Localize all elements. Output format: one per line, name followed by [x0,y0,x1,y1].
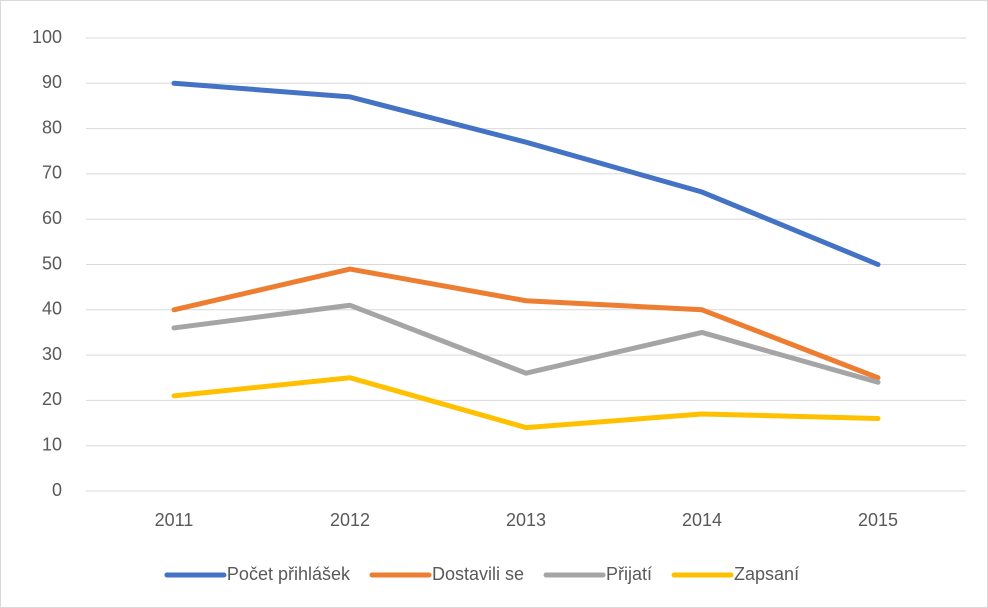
y-tick-label: 50 [42,253,62,273]
legend-label: Zapsaní [734,564,799,584]
x-tick-label: 2013 [506,510,546,530]
y-tick-label: 80 [42,117,62,137]
x-tick-label: 2014 [682,510,722,530]
series-line [171,80,881,267]
x-tick-label: 2015 [858,510,898,530]
series-line [171,375,881,431]
y-tick-label: 10 [42,434,62,454]
y-tick-label: 70 [42,163,62,183]
x-tick-label: 2011 [155,510,194,530]
y-tick-label: 20 [42,389,62,409]
y-tick-label: 30 [42,344,62,364]
legend-label: Počet přihlášek [227,564,351,584]
legend-label: Přijatí [606,564,652,584]
y-tick-label: 90 [42,72,62,92]
y-tick-label: 100 [32,27,62,47]
y-tick-label: 40 [42,299,62,319]
y-tick-label: 0 [52,480,62,500]
x-tick-label: 2012 [330,510,370,530]
series-line [171,302,881,385]
series-line [171,266,881,381]
legend-label: Dostavili se [432,564,524,584]
y-tick-label: 60 [42,208,62,228]
